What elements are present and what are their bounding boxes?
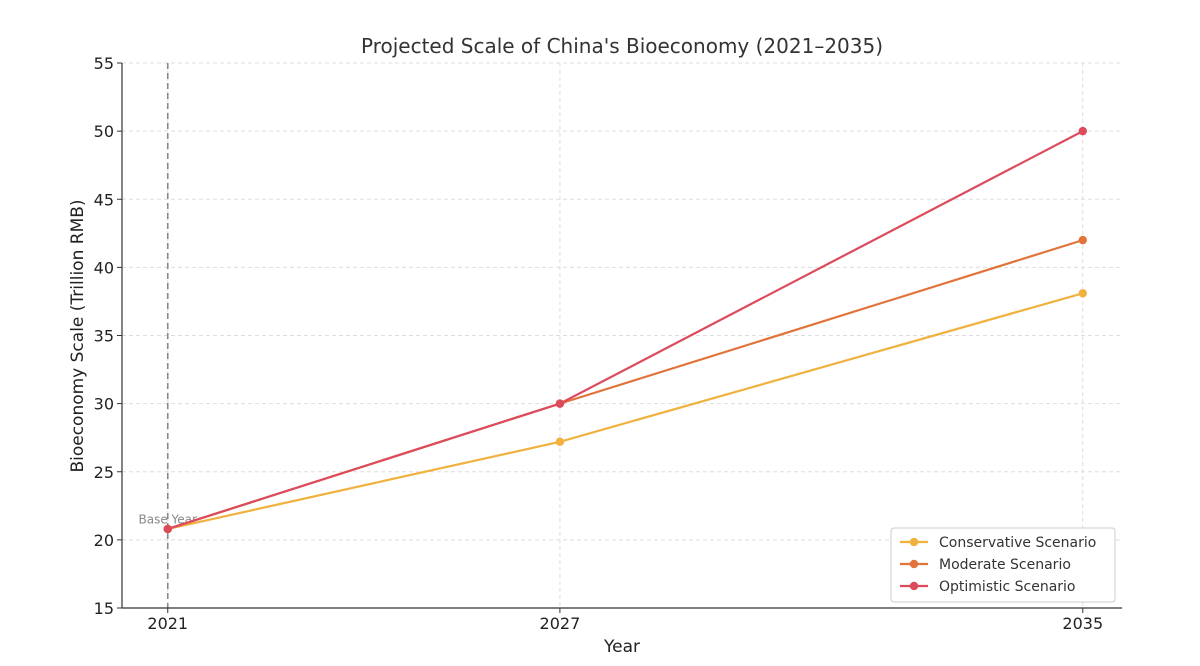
y-tick-label: 15: [94, 599, 114, 618]
series-3-point: [1078, 126, 1087, 136]
legend-label-1: Conservative Scenario: [939, 535, 1096, 551]
ticks: 15 20 25 30 35 40 45 50 55 2021 2027 2035: [94, 54, 1104, 633]
x-tick-label: 2027: [540, 614, 581, 633]
legend-label-2: Moderate Scenario: [939, 557, 1071, 573]
series-2-point: [1078, 235, 1087, 245]
y-tick-label: 25: [94, 463, 114, 482]
legend-box: [890, 527, 1116, 603]
y-tick-label: 35: [94, 327, 114, 346]
legend-label-3: Optimistic Scenario: [939, 579, 1076, 595]
x-tick-label: 2021: [147, 614, 188, 633]
chart-title: Projected Scale of China's Bioeconomy (2…: [361, 34, 883, 58]
series-1-point: [1078, 289, 1087, 298]
y-tick-label: 40: [94, 258, 114, 277]
grid: [122, 62, 1122, 609]
y-tick-label: 50: [94, 122, 114, 141]
y-axis-label: Bioeconomy Scale (Trillion RMB): [68, 199, 88, 472]
legend-marker-2: [909, 559, 919, 569]
series-1-point: [555, 437, 565, 446]
legend-marker-1: [909, 537, 919, 547]
base-year-annotation: Base Year: [139, 512, 198, 526]
base-year-marker: Base Year: [139, 63, 198, 608]
legend: Conservative Scenario Moderate Scenario Op…: [890, 527, 1116, 603]
series-line-3: [167, 130, 1084, 531]
series-line-1: [167, 292, 1084, 531]
x-tick-label: 2035: [1062, 614, 1103, 633]
series-3-point: [555, 399, 565, 408]
y-tick-label: 55: [94, 54, 114, 73]
y-tick-label: 30: [94, 395, 114, 414]
series-3-point: [163, 524, 172, 534]
legend-marker-3: [909, 581, 919, 591]
y-tick-label: 20: [94, 531, 114, 550]
series-group: [163, 126, 1087, 534]
x-axis-label: Year: [603, 637, 640, 657]
y-tick-label: 45: [94, 190, 114, 209]
